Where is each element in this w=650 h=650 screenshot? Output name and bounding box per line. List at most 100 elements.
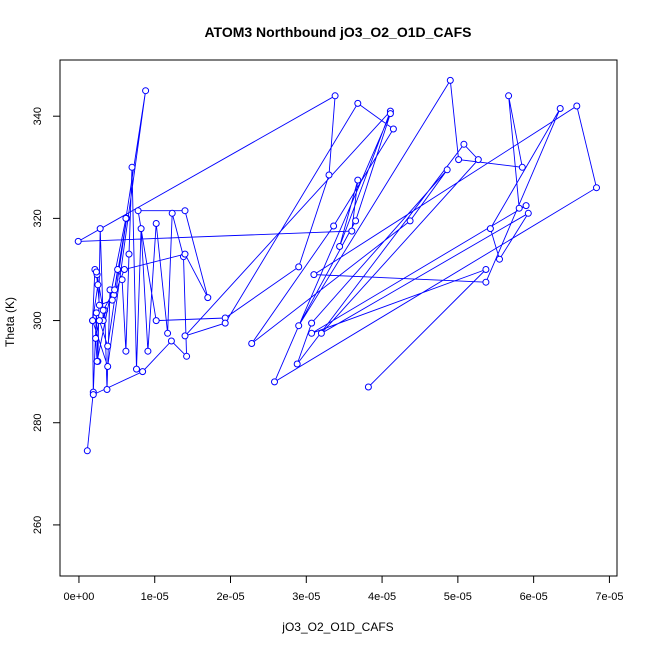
data-point: [152, 317, 160, 325]
data-point: [522, 202, 530, 210]
data-point: [139, 368, 147, 376]
data-point: [122, 347, 130, 355]
data-point: [104, 363, 112, 370]
data-point: [556, 105, 564, 112]
x-tick-label: 0e+00: [63, 591, 94, 603]
data-point: [460, 140, 468, 148]
x-tick-label: 1e-05: [141, 591, 169, 603]
data-point: [515, 204, 523, 212]
x-tick-label: 2e-05: [216, 591, 244, 603]
data-point: [144, 347, 152, 355]
x-tick-label: 3e-05: [292, 591, 320, 603]
data-point: [103, 386, 111, 393]
data-point: [593, 184, 600, 192]
x-tick-label: 4e-05: [368, 591, 396, 603]
series-line: [77, 79, 598, 451]
y-axis: 260 280 300 320 340: [32, 107, 61, 534]
data-point: [524, 209, 532, 217]
y-tick-label: 320: [32, 209, 44, 227]
data-point: [364, 383, 372, 391]
data-point: [221, 319, 229, 327]
data-point: [99, 306, 107, 314]
chart-title: ATOM3 Northbound jO3_O2_O1D_CAFS: [204, 24, 471, 40]
data-point: [94, 281, 102, 289]
data-point: [92, 309, 100, 317]
data-point: [118, 276, 126, 284]
data-point: [168, 209, 176, 217]
x-tick-label: 6e-05: [520, 591, 548, 603]
data-point: [325, 171, 333, 179]
data-point: [336, 243, 344, 250]
data-point: [295, 322, 303, 330]
data-point: [482, 278, 490, 286]
data-point: [74, 237, 82, 245]
data-point: [386, 110, 394, 118]
data-point: [96, 225, 104, 233]
data-point: [505, 92, 513, 100]
data-point: [248, 340, 256, 347]
data-point: [204, 294, 212, 302]
data-point: [128, 163, 136, 171]
data-point: [122, 214, 130, 222]
data-point: [183, 352, 191, 360]
data-point: [167, 337, 175, 345]
data-point: [496, 255, 503, 263]
data-point: [152, 220, 160, 227]
data-point: [142, 87, 150, 95]
y-tick-label: 280: [32, 414, 44, 432]
data-point: [95, 301, 103, 309]
data-point: [134, 207, 142, 215]
data-point: [352, 217, 360, 225]
data-point: [93, 357, 101, 365]
data-series: [74, 76, 600, 455]
data-point: [330, 222, 338, 230]
data-point: [455, 156, 463, 164]
data-point: [89, 317, 97, 325]
data-point: [446, 76, 454, 84]
data-point: [108, 296, 116, 304]
y-tick-label: 260: [32, 516, 44, 534]
data-point: [573, 102, 581, 110]
data-point: [406, 217, 414, 225]
data-point: [308, 319, 316, 327]
plot-frame: [59, 59, 618, 577]
data-point: [518, 163, 526, 171]
data-point: [125, 250, 133, 258]
data-point: [133, 365, 140, 373]
data-point: [317, 329, 325, 337]
data-point: [348, 227, 356, 235]
y-tick-label: 340: [32, 107, 44, 125]
data-point: [114, 266, 122, 273]
data-point: [293, 360, 301, 368]
data-point: [83, 447, 91, 455]
data-point: [95, 317, 103, 325]
data-point: [92, 268, 100, 276]
data-point: [181, 207, 189, 215]
x-tick-label: 7e-05: [595, 591, 623, 603]
data-point: [354, 176, 362, 184]
data-point: [181, 332, 189, 340]
data-point: [120, 266, 128, 273]
data-point: [389, 125, 397, 133]
data-point: [271, 378, 278, 386]
y-tick-label: 300: [32, 311, 44, 329]
x-tick-label: 5e-05: [444, 591, 472, 603]
data-point: [92, 334, 100, 342]
data-point: [295, 263, 303, 271]
x-axis: 0e+00 1e-05 2e-05 3e-05 4e-05 5e-05 6e-05 7e-05: [63, 575, 623, 603]
data-point: [474, 156, 482, 164]
data-point: [482, 266, 490, 273]
data-point: [104, 342, 112, 350]
data-point: [354, 99, 362, 107]
data-point: [486, 225, 494, 233]
data-point: [111, 286, 119, 294]
data-point: [181, 250, 189, 258]
data-point: [443, 166, 451, 174]
data-point: [331, 92, 339, 100]
x-axis-label: jO3_O2_O1D_CAFS: [281, 620, 393, 634]
y-axis-label: Theta (K): [3, 297, 17, 347]
data-point: [89, 391, 97, 399]
data-point: [308, 329, 316, 337]
data-point: [310, 271, 318, 279]
